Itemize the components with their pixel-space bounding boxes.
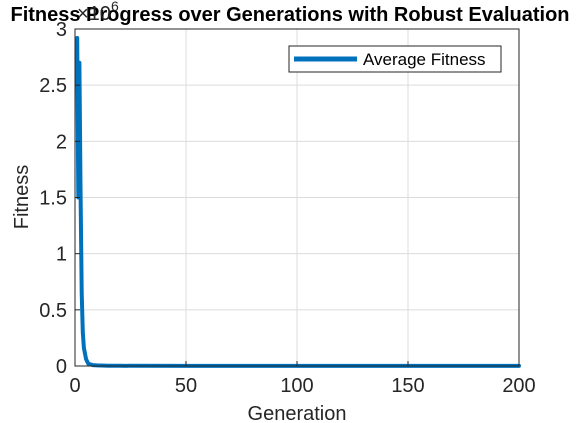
y-tick-label: 0 — [56, 356, 67, 378]
x-tick-label: 0 — [69, 375, 80, 397]
y-axis-multiplier-exponent: 6 — [111, 0, 119, 14]
y-axis-ticks: 0 0.5 1 1.5 2 2.5 3 — [39, 19, 80, 378]
x-tick-label: 150 — [391, 375, 424, 397]
y-axis-label: Fitness — [11, 165, 33, 229]
y-tick-label: 2.5 — [39, 75, 67, 97]
y-tick-label: 0.5 — [39, 300, 67, 322]
y-tick-label: 2 — [56, 131, 67, 153]
x-tick-label: 200 — [502, 375, 535, 397]
y-tick-label: 1 — [56, 244, 67, 266]
y-tick-label: 1.5 — [39, 188, 67, 210]
y-tick-label: 3 — [56, 19, 67, 41]
chart-title: Fitness Progress over Generations with R… — [10, 4, 569, 26]
x-tick-label: 50 — [175, 375, 197, 397]
legend: Average Fitness — [288, 45, 502, 73]
x-axis-ticks: 0 50 100 150 200 — [69, 361, 536, 397]
x-tick-label: 100 — [280, 375, 313, 397]
y-axis-multiplier: ×106 — [77, 0, 119, 25]
y-axis-multiplier-base: ×10 — [77, 3, 111, 25]
grid-lines — [75, 29, 519, 366]
legend-label-average-fitness: Average Fitness — [363, 50, 486, 69]
x-axis-label: Generation — [248, 403, 347, 423]
